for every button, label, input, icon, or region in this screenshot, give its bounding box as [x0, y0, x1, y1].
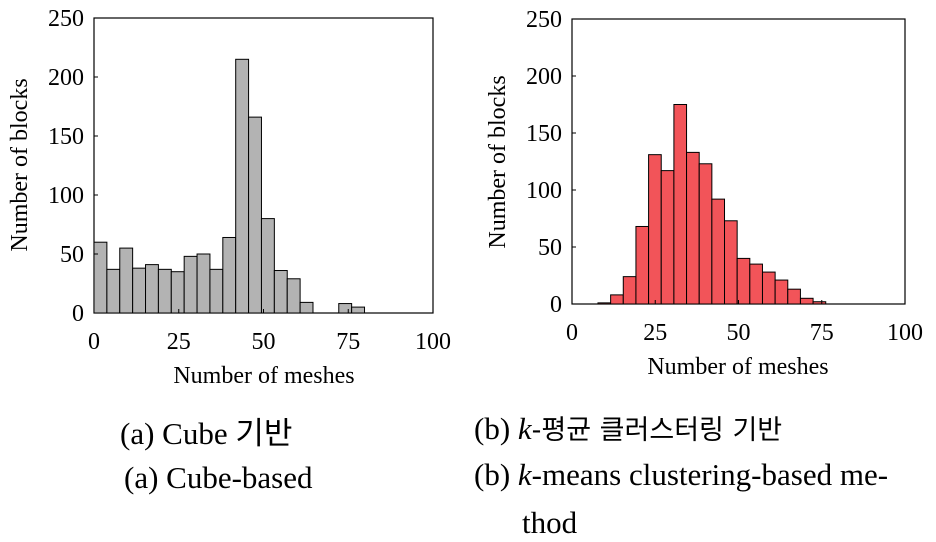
bar-b-1 [610, 294, 624, 305]
y-tick-label-a-100: 100 [48, 183, 84, 209]
y-tick-label-a-250: 250 [48, 6, 84, 32]
bar-b-3 [635, 225, 650, 305]
bar-a-14 [273, 270, 288, 314]
chart-a: 0 25 50 75 100 0 50 100 150 200 250 Number of mes… [7, 6, 451, 389]
x-axis-label-a: Number of meshes [173, 363, 354, 389]
x-tick-label-a-75: 75 [336, 329, 360, 355]
bar-b-12 [749, 263, 763, 305]
caption-b-ko-rest: -평균 클러스터링 기반 [531, 415, 783, 446]
bars-a [93, 58, 366, 314]
bar-a-6 [170, 271, 185, 314]
bar-a-15 [286, 278, 301, 314]
bar-a-20 [351, 306, 366, 314]
y-ticks-a: 0 50 100 150 200 250 [48, 6, 98, 327]
y-tick-label-b-250: 250 [526, 7, 562, 33]
bar-a-3 [132, 267, 147, 314]
bar-b-11 [736, 257, 751, 305]
bar-a-2 [119, 247, 134, 314]
caption-b-ko-k: k [517, 411, 532, 446]
bar-b-2 [622, 276, 637, 305]
bar-b-8 [698, 163, 713, 305]
y-ticks-b: 0 50 100 150 200 250 [526, 7, 576, 318]
bar-a-4 [145, 264, 159, 314]
bar-b-10 [724, 220, 738, 305]
x-axis-label-b: Number of meshes [647, 354, 828, 380]
bar-a-0 [93, 241, 108, 314]
bar-b-16 [799, 297, 814, 305]
x-tick-label-a-0: 0 [88, 329, 100, 355]
bar-b-0 [597, 302, 612, 305]
caption-b-en: (b) k-means clustering-based me- [474, 457, 888, 493]
x-tick-label-a-50: 50 [252, 329, 276, 355]
x-ticks-b: 0 25 50 75 100 [566, 300, 923, 346]
bar-a-8 [196, 253, 211, 314]
y-tick-label-a-150: 150 [48, 124, 84, 150]
caption-a-ko: (a) Cube 기반 [120, 408, 292, 453]
caption-b-ko-prefix: (b) [474, 411, 518, 446]
bar-a-19 [338, 303, 353, 314]
caption-b-en-prefix: (b) [474, 457, 518, 492]
y-tick-label-b-50: 50 [538, 235, 562, 261]
bar-a-11 [235, 58, 250, 314]
bar-a-7 [183, 255, 198, 314]
bar-b-4 [648, 154, 662, 305]
x-tick-label-b-0: 0 [566, 320, 578, 346]
caption-a-en-text: (a) Cube-based [124, 460, 313, 495]
bar-a-12 [248, 116, 262, 314]
y-axis-label-a: Number of blocks [7, 78, 33, 251]
y-tick-label-b-100: 100 [526, 178, 562, 204]
bar-b-5 [660, 170, 675, 305]
bars-b [597, 104, 827, 305]
caption-b-en-rest: -means clustering-based me- [531, 457, 889, 492]
x-tick-label-b-75: 75 [810, 320, 834, 346]
bar-b-6 [673, 104, 688, 305]
y-tick-label-a-50: 50 [60, 242, 84, 268]
bar-b-14 [774, 279, 789, 305]
caption-b-en-line2-text: thod [522, 505, 578, 540]
y-tick-label-b-0: 0 [550, 292, 562, 318]
bar-b-7 [686, 151, 700, 305]
bar-b-17 [812, 301, 827, 305]
x-tick-label-a-25: 25 [167, 329, 191, 355]
bar-a-9 [209, 268, 224, 314]
x-ticks-a: 0 25 50 75 100 [88, 309, 451, 355]
caption-b-en-line2: thod [522, 505, 577, 541]
y-tick-label-a-200: 200 [48, 65, 84, 91]
bar-a-5 [157, 268, 172, 314]
y-axis-label-b: Number of blocks [485, 75, 511, 248]
bar-a-10 [222, 236, 237, 314]
x-tick-label-a-100: 100 [415, 329, 451, 355]
y-tick-label-a-0: 0 [72, 301, 84, 327]
caption-b-en-k: k [517, 457, 532, 492]
bar-a-13 [260, 218, 275, 314]
caption-a-ko-text: (a) Cube 기반 [120, 416, 293, 451]
x-tick-label-b-50: 50 [727, 320, 751, 346]
x-tick-label-b-100: 100 [887, 320, 923, 346]
caption-b-ko: (b) k-평균 클러스터링 기반 [474, 408, 782, 447]
y-tick-label-b-150: 150 [526, 121, 562, 147]
chart-b: 0 25 50 75 100 0 50 100 150 200 250 Number of mes… [485, 7, 923, 380]
y-tick-label-b-200: 200 [526, 64, 562, 90]
x-tick-label-b-25: 25 [643, 320, 667, 346]
bar-a-16 [299, 301, 314, 314]
bar-b-13 [761, 271, 776, 305]
bar-b-15 [787, 288, 801, 305]
bar-b-9 [711, 198, 726, 305]
caption-a-en: (a) Cube-based [124, 460, 313, 496]
bar-a-1 [106, 268, 121, 314]
